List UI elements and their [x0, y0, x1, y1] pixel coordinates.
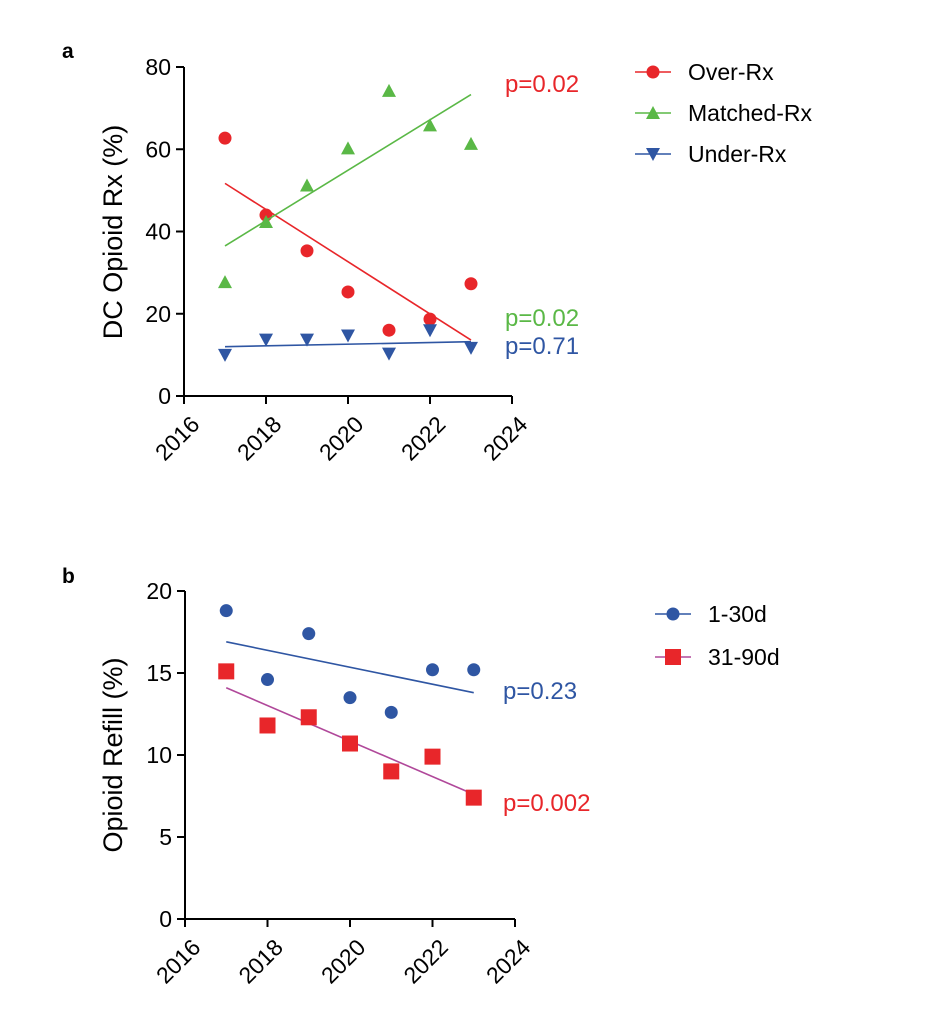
- y-tick-label: 20: [145, 301, 171, 327]
- x-tick-label: 2020: [314, 411, 369, 466]
- p-value-label: p=0.23: [503, 678, 577, 705]
- legend-label: Matched-Rx: [688, 100, 812, 126]
- x-tick-label: 2016: [151, 934, 206, 989]
- data-point: [341, 329, 355, 343]
- y-tick-label: 5: [159, 824, 172, 850]
- y-tick-label: 10: [146, 742, 172, 768]
- data-point: [341, 141, 355, 155]
- data-point: [464, 277, 478, 291]
- legend-marker: [646, 65, 660, 79]
- p-value-label: p=0.71: [505, 333, 579, 360]
- panel-letter: b: [62, 565, 75, 588]
- data-point: [219, 604, 233, 618]
- data-point: [464, 136, 478, 150]
- data-point: [218, 348, 232, 362]
- panel-letter: a: [62, 40, 74, 63]
- x-tick-label: 2020: [316, 934, 371, 989]
- series-31-90d: p=0.002: [218, 663, 590, 817]
- data-point: [259, 215, 273, 229]
- y-tick-label: 60: [145, 136, 171, 162]
- x-tick-label: 2018: [233, 934, 288, 989]
- data-point: [382, 347, 396, 361]
- data-point: [261, 673, 274, 687]
- data-point: [218, 275, 232, 289]
- panel-a: a 0 20 40 60 80 2016 2018 2020 2022 2024 DC Opioid …: [62, 40, 812, 466]
- data-point: [465, 789, 482, 806]
- y-tick-label: 80: [145, 54, 171, 80]
- legend-label: 1-30d: [708, 601, 767, 627]
- panel-b: b 0 5 10 15 20 2016 2018 2020 2022 2024 Opioid Refi…: [62, 565, 780, 989]
- data-point: [300, 178, 314, 192]
- series-1-30d: p=0.23: [219, 604, 577, 719]
- data-point: [342, 735, 358, 752]
- legend-marker: [646, 148, 660, 161]
- p-value-label: p=0.02: [505, 71, 579, 98]
- x-tick-label: 2016: [150, 411, 205, 466]
- y-tick-label: 20: [146, 578, 172, 604]
- x-tick-label: 2024: [478, 411, 533, 466]
- data-point: [382, 83, 396, 97]
- y-tick-label: 40: [145, 219, 171, 245]
- y-axis-label: DC Opioid Rx (%): [98, 125, 128, 340]
- x-tick-label: 2022: [396, 411, 451, 466]
- data-point: [384, 705, 398, 719]
- data-point: [300, 709, 317, 726]
- x-tick-label: 2024: [481, 934, 536, 989]
- data-point: [343, 691, 357, 705]
- data-point: [302, 627, 316, 641]
- legend-marker: [646, 106, 660, 119]
- legend-marker: [665, 649, 681, 665]
- data-point: [426, 663, 439, 677]
- y-tick-label: 0: [158, 383, 171, 409]
- data-point: [300, 333, 314, 347]
- data-point: [259, 717, 276, 734]
- data-point: [423, 312, 437, 326]
- data-point: [464, 341, 478, 355]
- data-point: [423, 324, 437, 338]
- legend-label: Under-Rx: [688, 141, 787, 167]
- series-under-rx: p=0.71: [218, 324, 579, 362]
- data-point: [423, 118, 437, 132]
- series-matched-rx: p=0.02: [218, 83, 579, 332]
- data-point: [300, 244, 314, 258]
- data-point: [218, 663, 235, 680]
- p-value-label: p=0.02: [505, 305, 579, 332]
- data-point: [383, 763, 400, 780]
- x-tick-label: 2018: [232, 411, 287, 466]
- data-point: [259, 333, 273, 347]
- y-tick-label: 15: [146, 660, 172, 686]
- legend-label: 31-90d: [708, 644, 780, 670]
- y-tick-label: 0: [159, 906, 172, 932]
- data-point: [218, 131, 232, 145]
- legend-marker: [666, 607, 680, 621]
- series-over-rx: p=0.02: [218, 71, 579, 341]
- data-point: [382, 323, 396, 337]
- x-tick-label: 2022: [398, 934, 453, 989]
- p-value-label: p=0.002: [503, 790, 590, 817]
- data-point: [341, 285, 355, 299]
- y-axis-label: Opioid Refill (%): [98, 657, 128, 852]
- legend-label: Over-Rx: [688, 59, 774, 85]
- data-point: [424, 748, 441, 765]
- trend-line: [226, 641, 474, 694]
- data-point: [467, 663, 481, 677]
